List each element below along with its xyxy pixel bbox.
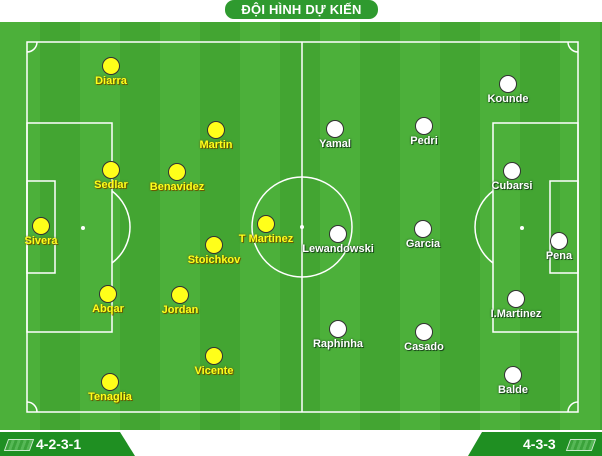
player-marker — [499, 75, 517, 93]
player-marker — [329, 320, 347, 338]
player-name: Cubarsi — [491, 180, 533, 192]
player-name: Kounde — [487, 93, 529, 105]
player-name: Abqar — [92, 303, 124, 315]
player-name: Raphinha — [312, 338, 364, 350]
player-name: Pena — [545, 250, 573, 262]
player-marker — [257, 215, 275, 233]
player-name: Yamal — [319, 138, 351, 150]
player-marker — [415, 117, 433, 135]
player-name: Lewandowski — [302, 243, 374, 255]
player-marker — [504, 366, 522, 384]
player-marker — [102, 161, 120, 179]
player-name: Martin — [199, 139, 233, 151]
player-marker — [168, 163, 186, 181]
player-name: Casado — [404, 341, 444, 353]
player-name: Pedri — [410, 135, 438, 147]
page-title: ĐỘI HÌNH DỰ KIẾN — [225, 0, 378, 19]
player-marker — [507, 290, 525, 308]
player-name: Vicente — [194, 365, 234, 377]
player-marker — [32, 217, 50, 235]
player-marker — [171, 286, 189, 304]
player-marker — [415, 323, 433, 341]
pitch-icon — [565, 439, 597, 451]
player-name: Diarra — [95, 75, 127, 87]
player-name: Balde — [498, 384, 528, 396]
formation-tag-right: 4-3-3 — [468, 432, 602, 456]
player-name: Jordan — [161, 304, 199, 316]
player-name: Garcia — [405, 238, 441, 250]
player-marker — [207, 121, 225, 139]
player-name: T Martinez — [238, 233, 294, 245]
player-marker — [101, 373, 119, 391]
player-marker — [99, 285, 117, 303]
pitch-icon — [3, 439, 35, 451]
player-marker — [550, 232, 568, 250]
player-name: Sedlar — [94, 179, 128, 191]
player-name: Benavidez — [149, 181, 205, 193]
player-marker — [326, 120, 344, 138]
formation-tag-left: 4-2-3-1 — [0, 432, 135, 456]
player-name: I.Martinez — [490, 308, 542, 320]
formation-label: 4-2-3-1 — [36, 436, 82, 452]
player-name: Tenaglia — [88, 391, 132, 403]
player-marker — [205, 236, 223, 254]
player-marker — [102, 57, 120, 75]
player-name: Sivera — [24, 235, 58, 247]
player-marker — [503, 162, 521, 180]
player-marker — [205, 347, 223, 365]
player-name: Stoichkov — [187, 254, 241, 266]
player-marker — [414, 220, 432, 238]
formation-label: 4-3-3 — [523, 436, 556, 452]
player-marker — [329, 225, 347, 243]
